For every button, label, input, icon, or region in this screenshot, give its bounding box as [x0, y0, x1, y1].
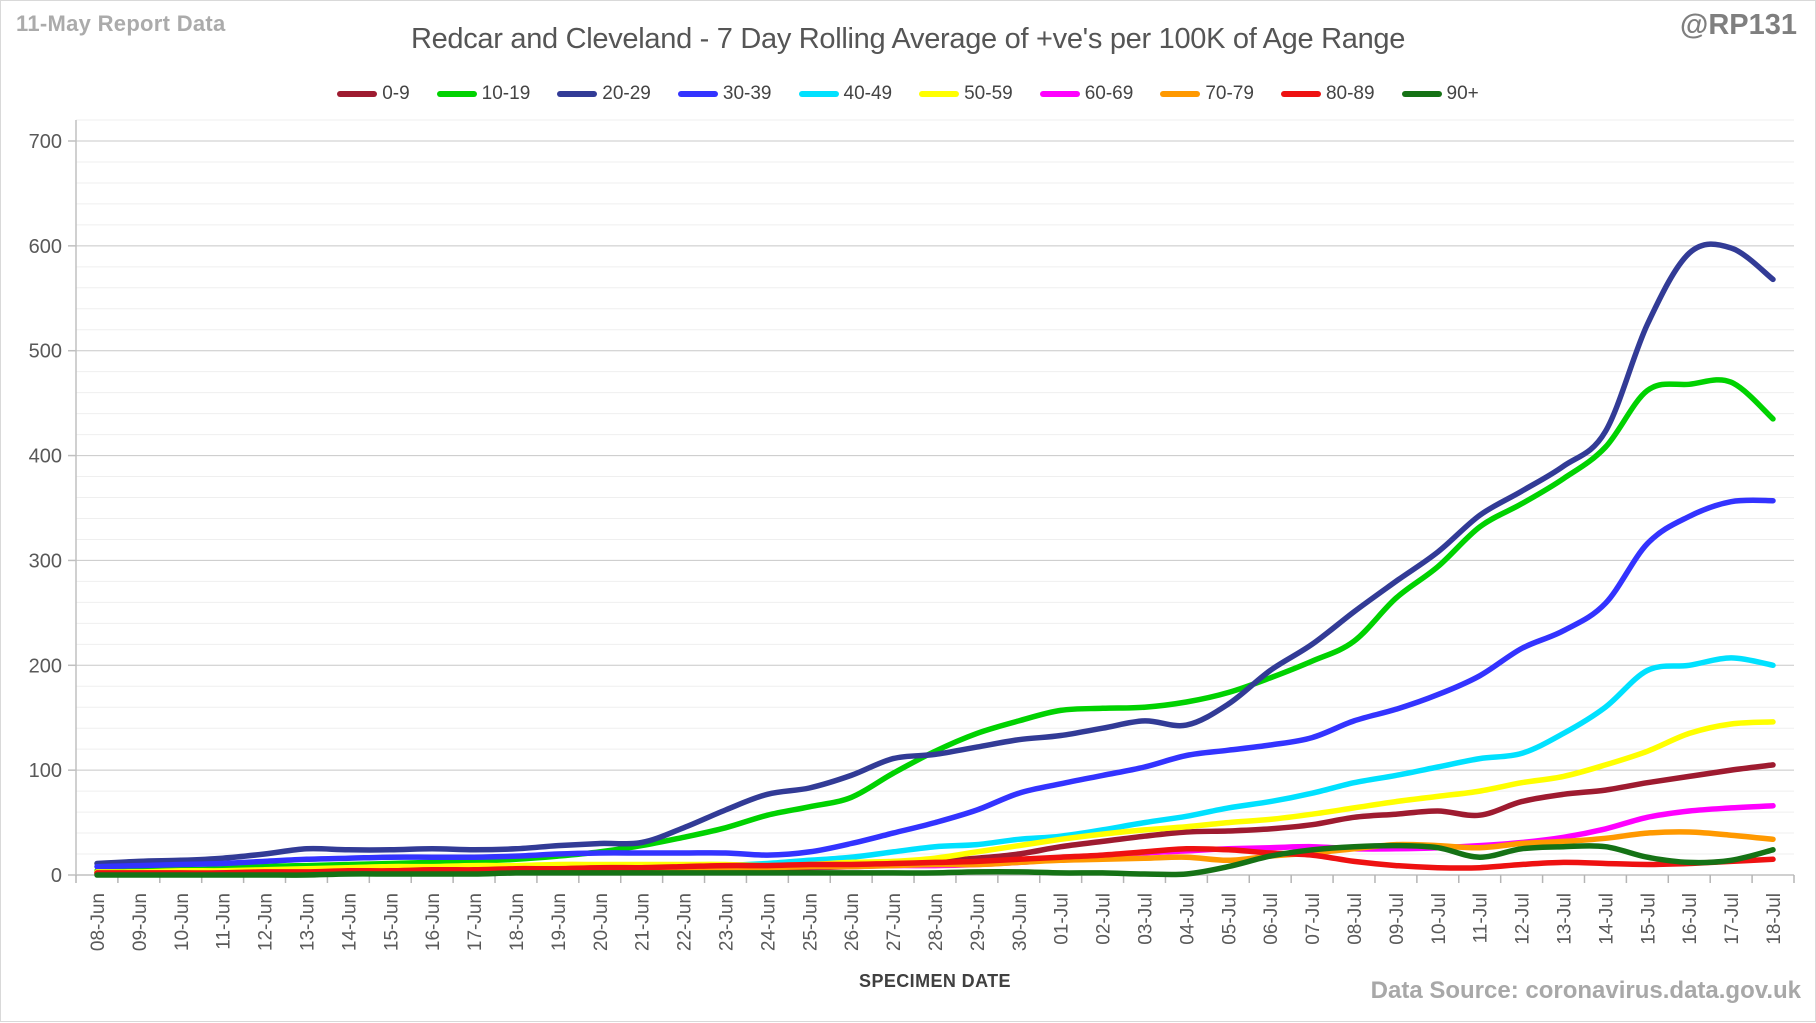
x-tick-label: 11-Jul — [1471, 893, 1492, 943]
y-tick-label: 200 — [29, 655, 62, 677]
legend-label: 50-59 — [964, 83, 1013, 104]
x-tick-label: 25-Jun — [800, 893, 821, 951]
y-tick-label: 400 — [29, 446, 62, 468]
x-tick-label: 26-Jun — [842, 893, 863, 951]
x-tick-label: 10-Jul — [1429, 893, 1450, 945]
x-tick-label: 18-Jun — [507, 893, 528, 951]
legend-item: 10-19 — [436, 83, 531, 105]
x-tick-label: 17-Jun — [465, 893, 486, 951]
legend-label: 0-9 — [382, 83, 410, 104]
legend-item: 90+ — [1401, 83, 1479, 105]
legend-item: 70-79 — [1160, 83, 1254, 105]
series-line-90+ — [94, 842, 1776, 878]
legend-item: 30-39 — [677, 83, 772, 105]
legend-line-swatch — [798, 91, 839, 97]
x-tick-label: 09-Jun — [130, 893, 151, 951]
y-tick-label: 100 — [29, 760, 62, 782]
x-tick-label: 01-Jul — [1052, 893, 1073, 945]
legend-label: 10-19 — [481, 83, 531, 104]
x-tick-label: 30-Jun — [1010, 893, 1031, 951]
x-tick-label: 02-Jul — [1094, 893, 1115, 945]
legend-line-swatch — [919, 91, 960, 97]
x-tick-label: 21-Jun — [633, 893, 654, 951]
x-tick-label: 16-Jul — [1680, 893, 1701, 945]
legend-line-swatch — [1401, 91, 1442, 97]
x-tick-label: 14-Jun — [339, 893, 360, 951]
series-line-10-19 — [94, 377, 1776, 874]
x-tick-label: 08-Jun — [88, 893, 109, 951]
y-tick-label: 700 — [29, 131, 62, 153]
series-line-80-89 — [94, 845, 1776, 876]
x-tick-label: 19-Jun — [549, 893, 570, 951]
legend-label: 40-49 — [843, 83, 893, 104]
legend-item: 60-69 — [1039, 83, 1134, 105]
x-tick-label: 24-Jun — [758, 893, 779, 951]
x-tick-label: 13-Jul — [1555, 893, 1576, 945]
legend-line-swatch — [1280, 91, 1321, 97]
x-tick-label: 12-Jul — [1513, 893, 1534, 945]
x-tick-label: 03-Jul — [1136, 893, 1157, 945]
x-tick-label: 11-Jun — [214, 893, 235, 950]
legend-line-swatch — [1039, 91, 1080, 97]
legend-label: 90+ — [1446, 83, 1479, 104]
legend-item: 20-29 — [557, 83, 651, 105]
legend-line-swatch — [557, 91, 598, 97]
author-handle: @RP131 — [1680, 9, 1797, 41]
x-tick-label: 15-Jun — [381, 893, 402, 951]
x-tick-label: 14-Jul — [1596, 893, 1617, 945]
data-source: Data Source: coronavirus.data.gov.uk — [1370, 977, 1801, 1004]
y-tick-label: 0 — [51, 865, 62, 887]
x-tick-label: 17-Jul — [1722, 893, 1743, 945]
series-line-30-39 — [94, 497, 1776, 870]
chart-title: Redcar and Cleveland - 7 Day Rolling Ave… — [410, 23, 1406, 55]
x-tick-label: 20-Jun — [591, 893, 612, 951]
x-tick-label: 12-Jun — [256, 893, 277, 951]
x-tick-label: 09-Jul — [1387, 893, 1408, 945]
legend-line-swatch — [337, 91, 378, 97]
y-tick-label: 500 — [29, 341, 62, 363]
x-tick-label: 10-Jun — [172, 893, 193, 951]
legend-line-swatch — [677, 91, 718, 97]
x-tick-label: 04-Jul — [1177, 893, 1198, 945]
report-date-label: 11-May Report Data — [16, 11, 226, 36]
x-tick-label: 23-Jun — [716, 893, 737, 951]
y-tick-label: 600 — [29, 236, 62, 258]
x-tick-label: 29-Jun — [968, 893, 989, 951]
y-tick-label: 300 — [29, 550, 62, 572]
x-tick-label: 27-Jun — [884, 893, 905, 951]
series-line-50-59 — [94, 719, 1776, 875]
legend-item: 80-89 — [1280, 83, 1375, 105]
x-tick-label: 08-Jul — [1345, 893, 1366, 945]
legend-item: 40-49 — [798, 83, 893, 105]
legend-line-swatch — [436, 91, 477, 97]
legend-label: 20-29 — [602, 83, 651, 104]
legend-label: 70-79 — [1205, 83, 1254, 104]
legend-label: 60-69 — [1084, 83, 1134, 104]
legend-label: 80-89 — [1325, 83, 1375, 104]
legend: 0-9 10-19 20-29 30-39 40-49 50-59 60-69 70-79 80… — [1, 83, 1815, 105]
legend-line-swatch — [1160, 91, 1201, 97]
legend-item: 50-59 — [919, 83, 1013, 105]
x-tick-label: 15-Jul — [1638, 893, 1659, 945]
legend-label: 30-39 — [722, 83, 772, 104]
x-tick-label: 16-Jun — [423, 893, 444, 951]
series-line-20-29 — [94, 241, 1776, 867]
x-tick-label: 18-Jul — [1764, 893, 1785, 945]
x-tick-label: 13-Jun — [297, 893, 318, 951]
x-tick-label: 22-Jun — [675, 893, 696, 951]
legend-item: 0-9 — [337, 83, 410, 105]
x-tick-label: 05-Jul — [1219, 893, 1240, 945]
x-tick-label: 07-Jul — [1303, 893, 1324, 945]
x-tick-label: 06-Jul — [1261, 893, 1282, 945]
x-tick-label: 28-Jun — [926, 893, 947, 951]
x-axis-title: SPECIMEN DATE — [859, 971, 1011, 991]
